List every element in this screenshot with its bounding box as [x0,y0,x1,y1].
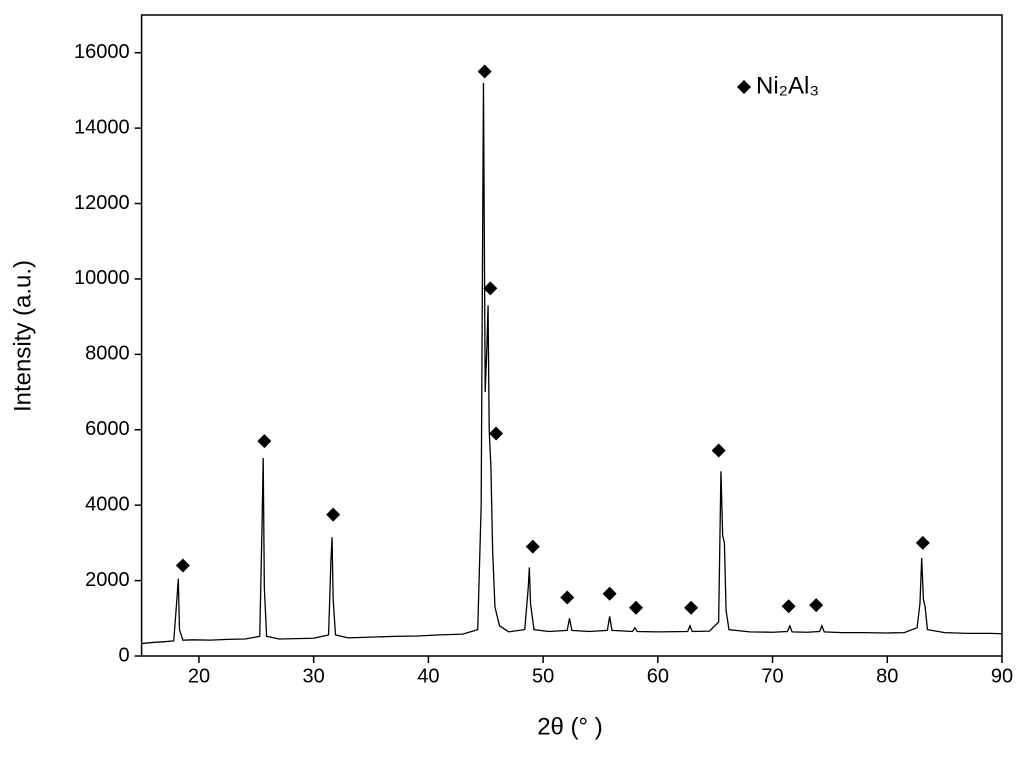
peak-marker [560,590,575,605]
y-tick-label: 14000 [74,116,130,138]
y-tick-label: 2000 [85,569,130,591]
peak-marker [629,600,644,615]
peak-marker [483,281,498,296]
peak-marker [477,64,492,79]
y-tick-label: 0 [118,644,129,666]
x-tick-label: 80 [876,665,898,687]
y-tick-label: 10000 [74,267,130,289]
y-axis-label: Intensity (a.u.) [9,260,36,412]
peak-marker [602,586,617,601]
peak-marker [684,600,699,615]
peak-marker [525,539,540,554]
peak-marker [257,434,272,449]
peak-marker [915,535,930,550]
x-tick-label: 40 [417,665,439,687]
y-tick-label: 6000 [85,418,130,440]
legend-marker [737,80,751,94]
peak-marker [781,599,796,614]
peak-marker [809,598,824,613]
peak-marker [489,426,504,441]
data-line [141,82,1003,645]
y-tick-label: 12000 [74,192,130,214]
legend-label: Ni₂Al₃ [756,72,819,99]
plot-frame [140,14,1003,657]
x-tick-label: 50 [532,665,554,687]
x-tick-label: 20 [188,665,210,687]
y-tick-label: 8000 [85,343,130,365]
x-tick-label: 90 [991,665,1013,687]
y-tick-label: 16000 [74,41,130,63]
peak-marker [711,443,726,458]
x-tick-label: 60 [647,665,669,687]
peak-marker [326,507,341,522]
x-axis-label: 2θ (° ) [537,713,603,740]
y-tick-label: 4000 [85,493,130,515]
x-tick-label: 70 [761,665,783,687]
x-tick-label: 30 [303,665,325,687]
peak-marker [175,558,190,573]
